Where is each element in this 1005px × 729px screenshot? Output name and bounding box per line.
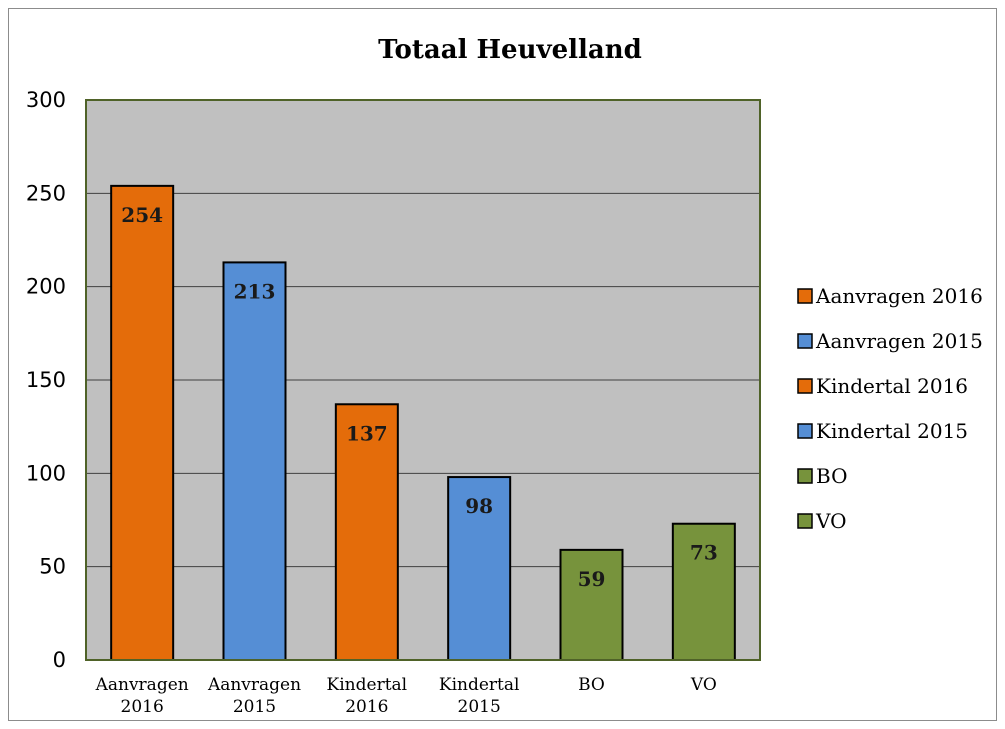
plot-area-border xyxy=(85,99,761,661)
x-tick-label: Kindertal xyxy=(439,675,520,695)
bars xyxy=(110,184,736,662)
data-label: 213 xyxy=(234,279,276,303)
y-tick-label: 100 xyxy=(26,461,66,485)
data-label: 73 xyxy=(690,541,718,565)
x-tick-label: Aanvragen xyxy=(207,675,301,695)
y-tick-label: 300 xyxy=(26,88,66,112)
data-label: 254 xyxy=(121,203,163,227)
y-tick-label: 0 xyxy=(53,648,66,672)
legend-swatch xyxy=(797,288,813,304)
legend-swatch xyxy=(797,378,813,394)
x-tick-label: BO xyxy=(578,675,605,695)
x-tick-label: 2016 xyxy=(121,697,164,717)
data-label: 98 xyxy=(465,494,493,518)
x-tick-label: VO xyxy=(690,675,717,695)
legend-swatch xyxy=(797,333,813,349)
data-labels: 254 213 137 98 59 73 xyxy=(121,203,717,591)
legend-entry: Aanvragen 2016 xyxy=(815,284,983,308)
legend: Aanvragen 2016 Aanvragen 2015 Kindertal 20… xyxy=(797,284,983,533)
gridlines xyxy=(86,192,760,568)
y-tick-label: 150 xyxy=(26,368,66,392)
y-tick-label: 200 xyxy=(26,275,66,299)
legend-entry: BO xyxy=(816,464,847,488)
y-tick-label: 50 xyxy=(39,555,66,579)
legend-entry: Aanvragen 2015 xyxy=(815,329,983,353)
bar xyxy=(671,522,736,661)
x-tick-label: Kindertal xyxy=(327,675,408,695)
x-tick-label: 2015 xyxy=(458,697,501,717)
legend-swatch xyxy=(797,513,813,529)
chart-title: Totaal Heuvelland xyxy=(378,35,642,65)
legend-entry: VO xyxy=(815,509,847,533)
bar xyxy=(222,261,287,661)
data-label: 59 xyxy=(578,567,606,591)
legend-swatch xyxy=(797,423,813,439)
legend-swatch xyxy=(797,468,813,484)
x-tick-label: 2015 xyxy=(233,697,276,717)
y-axis: 0 50 100 150 200 250 300 xyxy=(26,88,66,672)
legend-entry: Kindertal 2015 xyxy=(816,419,968,443)
y-tick-label: 250 xyxy=(26,181,66,205)
x-tick-label: 2016 xyxy=(345,697,388,717)
x-tick-label: Aanvragen xyxy=(95,675,189,695)
data-label: 137 xyxy=(346,421,388,445)
bar xyxy=(447,476,512,662)
x-axis: Aanvragen2016Aanvragen2015Kindertal2016K… xyxy=(95,675,717,717)
bar xyxy=(110,184,175,661)
legend-entry: Kindertal 2016 xyxy=(816,374,968,398)
